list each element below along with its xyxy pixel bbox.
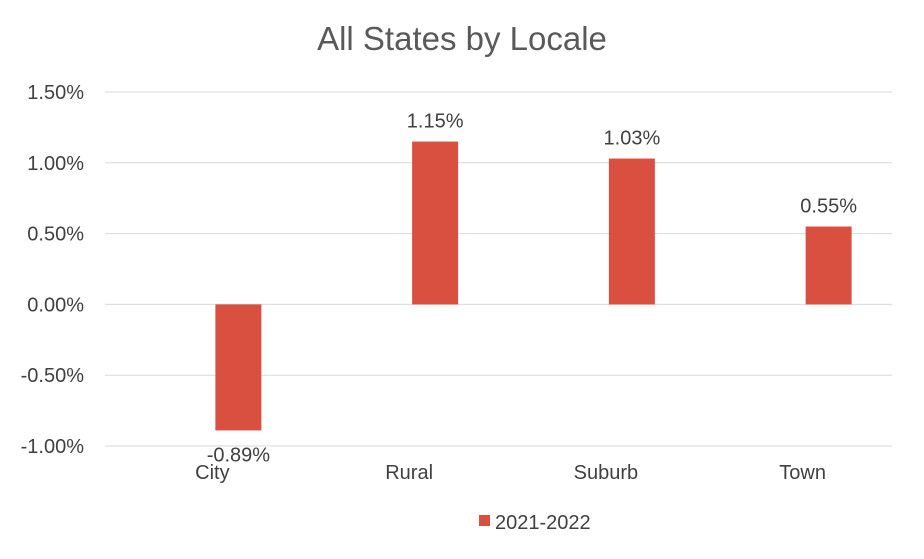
x-category-label: City xyxy=(195,462,229,484)
y-tick-label: 1.00% xyxy=(27,153,84,175)
y-tick-label: -0.50% xyxy=(21,365,85,387)
y-tick-label: 0.50% xyxy=(27,224,84,246)
data-label: -0.89% xyxy=(207,444,271,466)
bar-town xyxy=(805,226,852,305)
x-category-label: Rural xyxy=(385,462,433,484)
bar-rural xyxy=(412,141,459,305)
bar-suburb xyxy=(608,158,655,305)
bars xyxy=(215,141,852,431)
bar-city xyxy=(215,304,262,431)
y-tick-label: 1.50% xyxy=(27,82,84,104)
data-label: 1.15% xyxy=(407,111,464,133)
y-tick-label: -1.00% xyxy=(21,436,85,458)
data-label: 0.55% xyxy=(800,196,857,218)
x-category-label: Town xyxy=(779,462,826,484)
chart-title: All States by Locale xyxy=(317,20,607,57)
x-axis-categories: City Rural Suburb Town xyxy=(195,462,826,484)
data-labels: -0.89% 1.15% 1.03% 0.55% xyxy=(207,111,858,467)
x-category-label: Suburb xyxy=(574,462,639,484)
legend-swatch xyxy=(479,515,490,526)
y-tick-label: 0.00% xyxy=(27,294,84,316)
legend-label: 2021-2022 xyxy=(495,512,591,534)
legend: 2021-2022 xyxy=(479,512,591,534)
data-label: 1.03% xyxy=(604,128,661,150)
y-axis-ticks: 1.50% 1.00% 0.50% 0.00% -0.50% -1.00% xyxy=(21,82,85,458)
